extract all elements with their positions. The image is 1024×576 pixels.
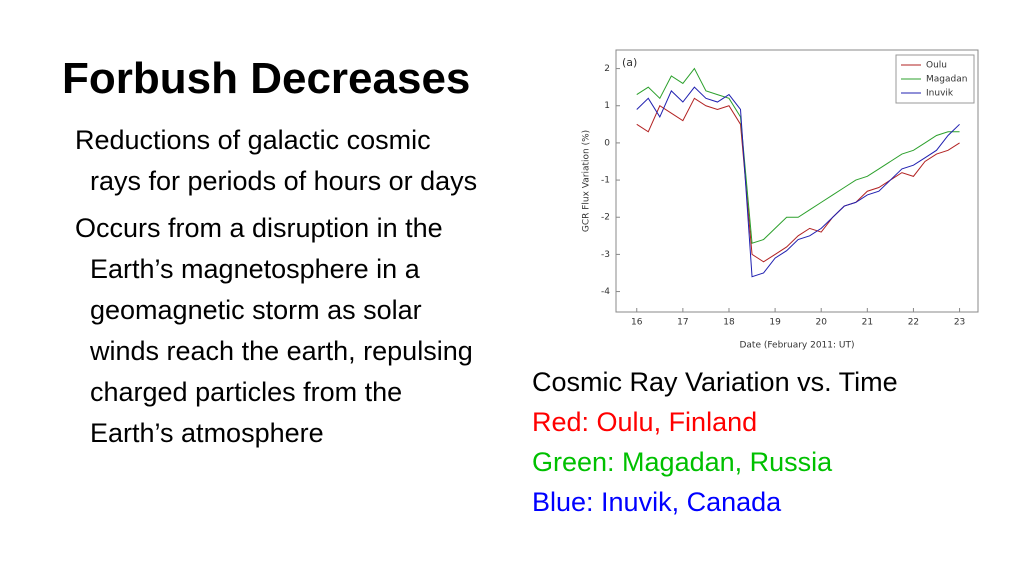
bullet-list: Reductions of galactic cosmic rays for p… xyxy=(75,120,485,460)
x-tick-label: 20 xyxy=(815,318,827,328)
legend-label: Magadan xyxy=(926,75,967,85)
y-tick-label: -1 xyxy=(601,176,610,186)
y-tick-label: 0 xyxy=(604,138,610,148)
plot-frame xyxy=(615,49,979,313)
caption-line: Red: Oulu, Finland xyxy=(532,407,758,437)
y-axis-label: GCR Flux Variation (%) xyxy=(582,130,592,232)
x-tick-label: 16 xyxy=(631,318,643,328)
caption-line: Blue: Inuvik, Canada xyxy=(532,487,782,517)
line-series xyxy=(636,86,960,278)
x-tick-label: 18 xyxy=(723,318,735,328)
x-tick-label: 21 xyxy=(862,318,873,328)
caption: Cosmic Ray Variation vs. Time Red: Oulu, … xyxy=(532,362,898,522)
line-series xyxy=(636,67,960,244)
legend-label: Inuvik xyxy=(926,89,954,99)
y-tick-label: -4 xyxy=(601,287,610,297)
y-tick-label: -2 xyxy=(601,213,610,223)
x-tick-label: 23 xyxy=(954,318,965,328)
caption-line: Cosmic Ray Variation vs. Time xyxy=(532,367,898,397)
x-axis-label: Date (February 2011: UT) xyxy=(739,341,854,351)
x-tick-label: 17 xyxy=(677,318,688,328)
bullet: Reductions of galactic cosmic rays for p… xyxy=(75,125,478,196)
bullet: Occurs from a disruption in the Earth’s … xyxy=(75,213,473,448)
slide-title: Forbush Decreases xyxy=(62,54,471,103)
x-tick-label: 19 xyxy=(769,318,781,328)
x-tick-label: 22 xyxy=(908,318,919,328)
legend-label: Oulu xyxy=(926,61,947,71)
caption-line: Green: Magadan, Russia xyxy=(532,447,833,477)
line-series xyxy=(636,97,960,263)
y-tick-label: -3 xyxy=(601,250,610,260)
y-tick-label: 2 xyxy=(604,64,610,74)
annotation: (a) xyxy=(622,56,637,69)
y-tick-label: 1 xyxy=(604,101,610,111)
